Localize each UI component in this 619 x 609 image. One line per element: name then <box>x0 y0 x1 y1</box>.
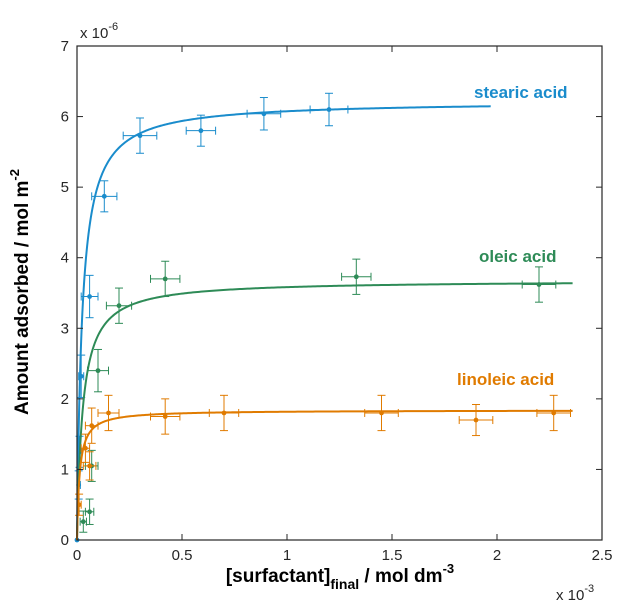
data-marker <box>87 463 92 469</box>
data-point <box>536 394 571 432</box>
y-tick-label: 2 <box>61 391 69 408</box>
data-point <box>77 354 86 398</box>
y-axis-label: Amount adsorbed / mol m-2 <box>7 169 33 415</box>
series-linoleic-acid <box>75 394 573 541</box>
data-marker <box>261 111 267 117</box>
y-tick-label: 1 <box>61 461 69 478</box>
y-tick-label: 6 <box>61 109 69 126</box>
series-label-stearic-acid: stearic acid <box>474 83 568 102</box>
data-marker <box>473 417 479 423</box>
y-exponent-label: x 10-6 <box>80 21 118 42</box>
x-exponent-label: x 10-3 <box>556 583 594 604</box>
data-point <box>521 266 557 303</box>
data-marker <box>198 128 204 134</box>
x-tick-label: 2 <box>493 547 501 564</box>
data-point <box>341 258 372 295</box>
x-tick-label: 0 <box>73 547 81 564</box>
data-point <box>87 348 109 393</box>
fit-curve <box>76 282 573 541</box>
y-tick-label: 4 <box>61 250 69 267</box>
data-marker <box>353 274 359 280</box>
series-label-linoleic-acid: linoleic acid <box>457 370 554 389</box>
data-marker <box>162 414 168 419</box>
data-marker <box>87 509 92 515</box>
x-tick-label: 0.5 <box>172 547 193 564</box>
data-point <box>82 451 97 481</box>
data-marker <box>78 373 84 379</box>
data-point <box>97 394 120 432</box>
data-marker <box>137 133 143 139</box>
data-point <box>150 398 181 435</box>
data-marker <box>89 423 95 429</box>
data-point <box>150 260 181 298</box>
data-point <box>208 394 240 432</box>
data-point <box>84 407 99 444</box>
data-point <box>185 114 217 147</box>
y-tick-label: 5 <box>61 179 69 196</box>
data-marker <box>116 303 122 309</box>
x-axis-label: [surfactant]final / mol dm-3 <box>226 561 454 592</box>
data-point <box>91 180 118 213</box>
data-marker <box>326 107 332 112</box>
data-point <box>309 92 349 127</box>
data-marker <box>551 410 557 416</box>
y-tick-label: 0 <box>61 532 69 549</box>
data-marker <box>87 294 92 299</box>
data-marker <box>95 368 101 374</box>
data-point <box>458 404 494 437</box>
series-stearic-acid <box>74 92 491 543</box>
y-tick-label: 7 <box>61 38 69 55</box>
data-point <box>122 117 158 154</box>
x-tick-label: 2.5 <box>592 547 613 564</box>
data-point <box>75 493 84 516</box>
ticks-layer: 0 0.5 1 1.5 2 2.5 0 1 2 3 4 5 6 7 <box>61 38 613 564</box>
data-point <box>80 433 91 463</box>
data-point <box>79 510 88 533</box>
fit-curve <box>76 105 491 540</box>
data-marker <box>379 410 384 416</box>
data-point <box>80 274 99 319</box>
x-tick-label: 1.5 <box>382 547 403 564</box>
fit-curve <box>76 409 573 541</box>
data-point <box>84 498 95 525</box>
data-marker <box>162 276 168 282</box>
series-oleic-acid <box>76 258 573 541</box>
x-tick-label: 1 <box>283 547 291 564</box>
data-point <box>246 97 282 131</box>
axes-layer <box>76 45 603 541</box>
data-point <box>105 287 133 324</box>
data-marker <box>76 502 82 508</box>
series-label-oleic-acid: oleic acid <box>479 247 556 266</box>
data-marker <box>221 410 227 416</box>
data-marker <box>83 445 88 451</box>
data-marker <box>536 282 542 287</box>
plot-frame <box>76 45 603 541</box>
y-tick-label: 3 <box>61 320 69 337</box>
data-marker <box>80 519 86 525</box>
data-point <box>364 394 399 432</box>
series-layer <box>74 92 573 543</box>
data-marker <box>101 193 107 199</box>
data-marker <box>106 410 111 416</box>
